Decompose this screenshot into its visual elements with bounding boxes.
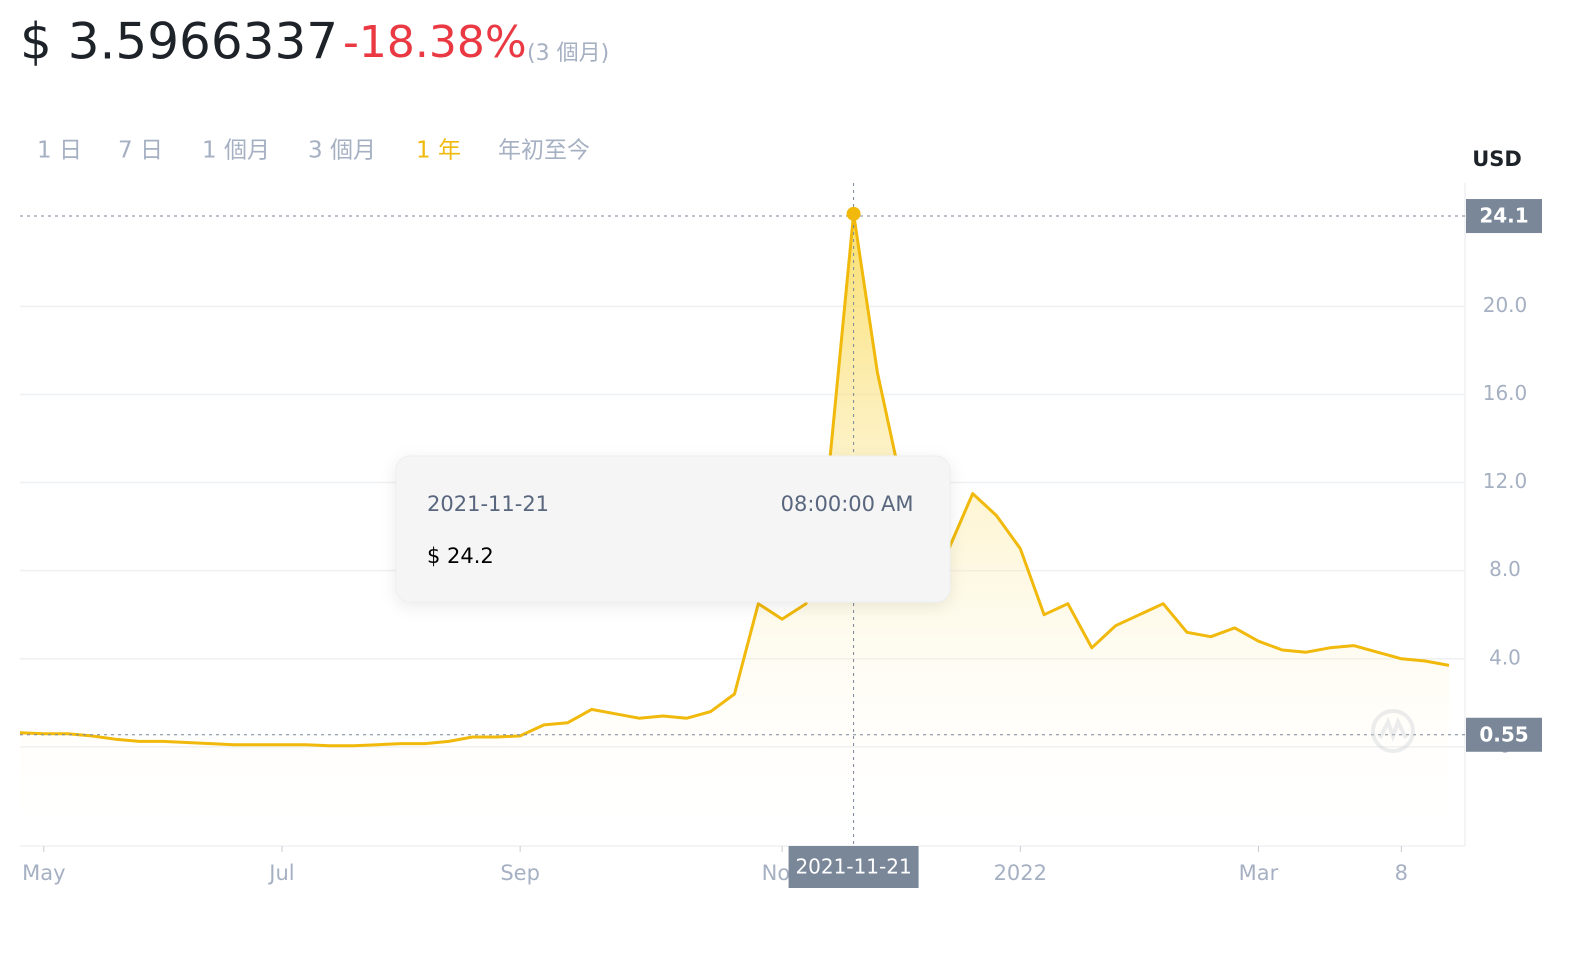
x-tick-label: 8 [1395,861,1408,885]
price: $ 3.5966337 [20,13,338,71]
watermark [1371,709,1415,753]
y-tick-label: 8.0 [1489,557,1521,581]
tab[interactable]: 7 日 [118,138,163,164]
max-label: 24.1 [1479,204,1528,228]
y-unit: USD [1472,147,1522,171]
tab[interactable]: 3 個月 [308,138,376,164]
tooltip: 2021-11-21 08:00:00 AM $ 24.2 [395,455,951,603]
y-tick-label: 20.0 [1483,293,1528,317]
change-period: (3 個月) [527,41,609,66]
crosshair-date-box [788,846,919,888]
tooltip-price: $ 24.2 [427,544,494,568]
tooltip-time: 08:00:00 [781,492,875,516]
min-label: 0.55 [1479,722,1528,746]
tab[interactable]: 年初至今 [498,138,590,164]
hover-dot [846,206,861,221]
x-tick-label: Mar [1239,861,1279,885]
watermark-ring [1371,709,1415,753]
y-tick-label: 4.0 [1489,645,1521,669]
price-change: -18.38% [343,17,527,68]
x-tick-label: May [22,861,65,885]
tooltip-box [395,455,951,603]
x-tick-label: 2022 [994,861,1047,885]
tabs: 1 日 7 日 1 個月 3 個月 1 年 年初至今 [37,138,590,164]
tooltip-meridiem: AM [881,492,913,516]
area [20,213,1449,847]
tab[interactable]: 1 年 [416,138,461,164]
min-box [1466,717,1542,752]
tab[interactable]: 1 日 [37,138,82,164]
x-tick-label: Sep [500,861,540,885]
y-tick-label: 16.0 [1483,381,1528,405]
price-line [19,212,1450,748]
y-tick-label: 12.0 [1483,469,1528,493]
max-box [1466,199,1542,234]
tab[interactable]: 1 個月 [202,138,270,164]
tooltip-date: 2021-11-21 [427,492,549,516]
watermark-m [1378,716,1408,742]
crosshair-date: 2021-11-21 [795,855,911,879]
x-tick-label: Jul [267,861,294,885]
